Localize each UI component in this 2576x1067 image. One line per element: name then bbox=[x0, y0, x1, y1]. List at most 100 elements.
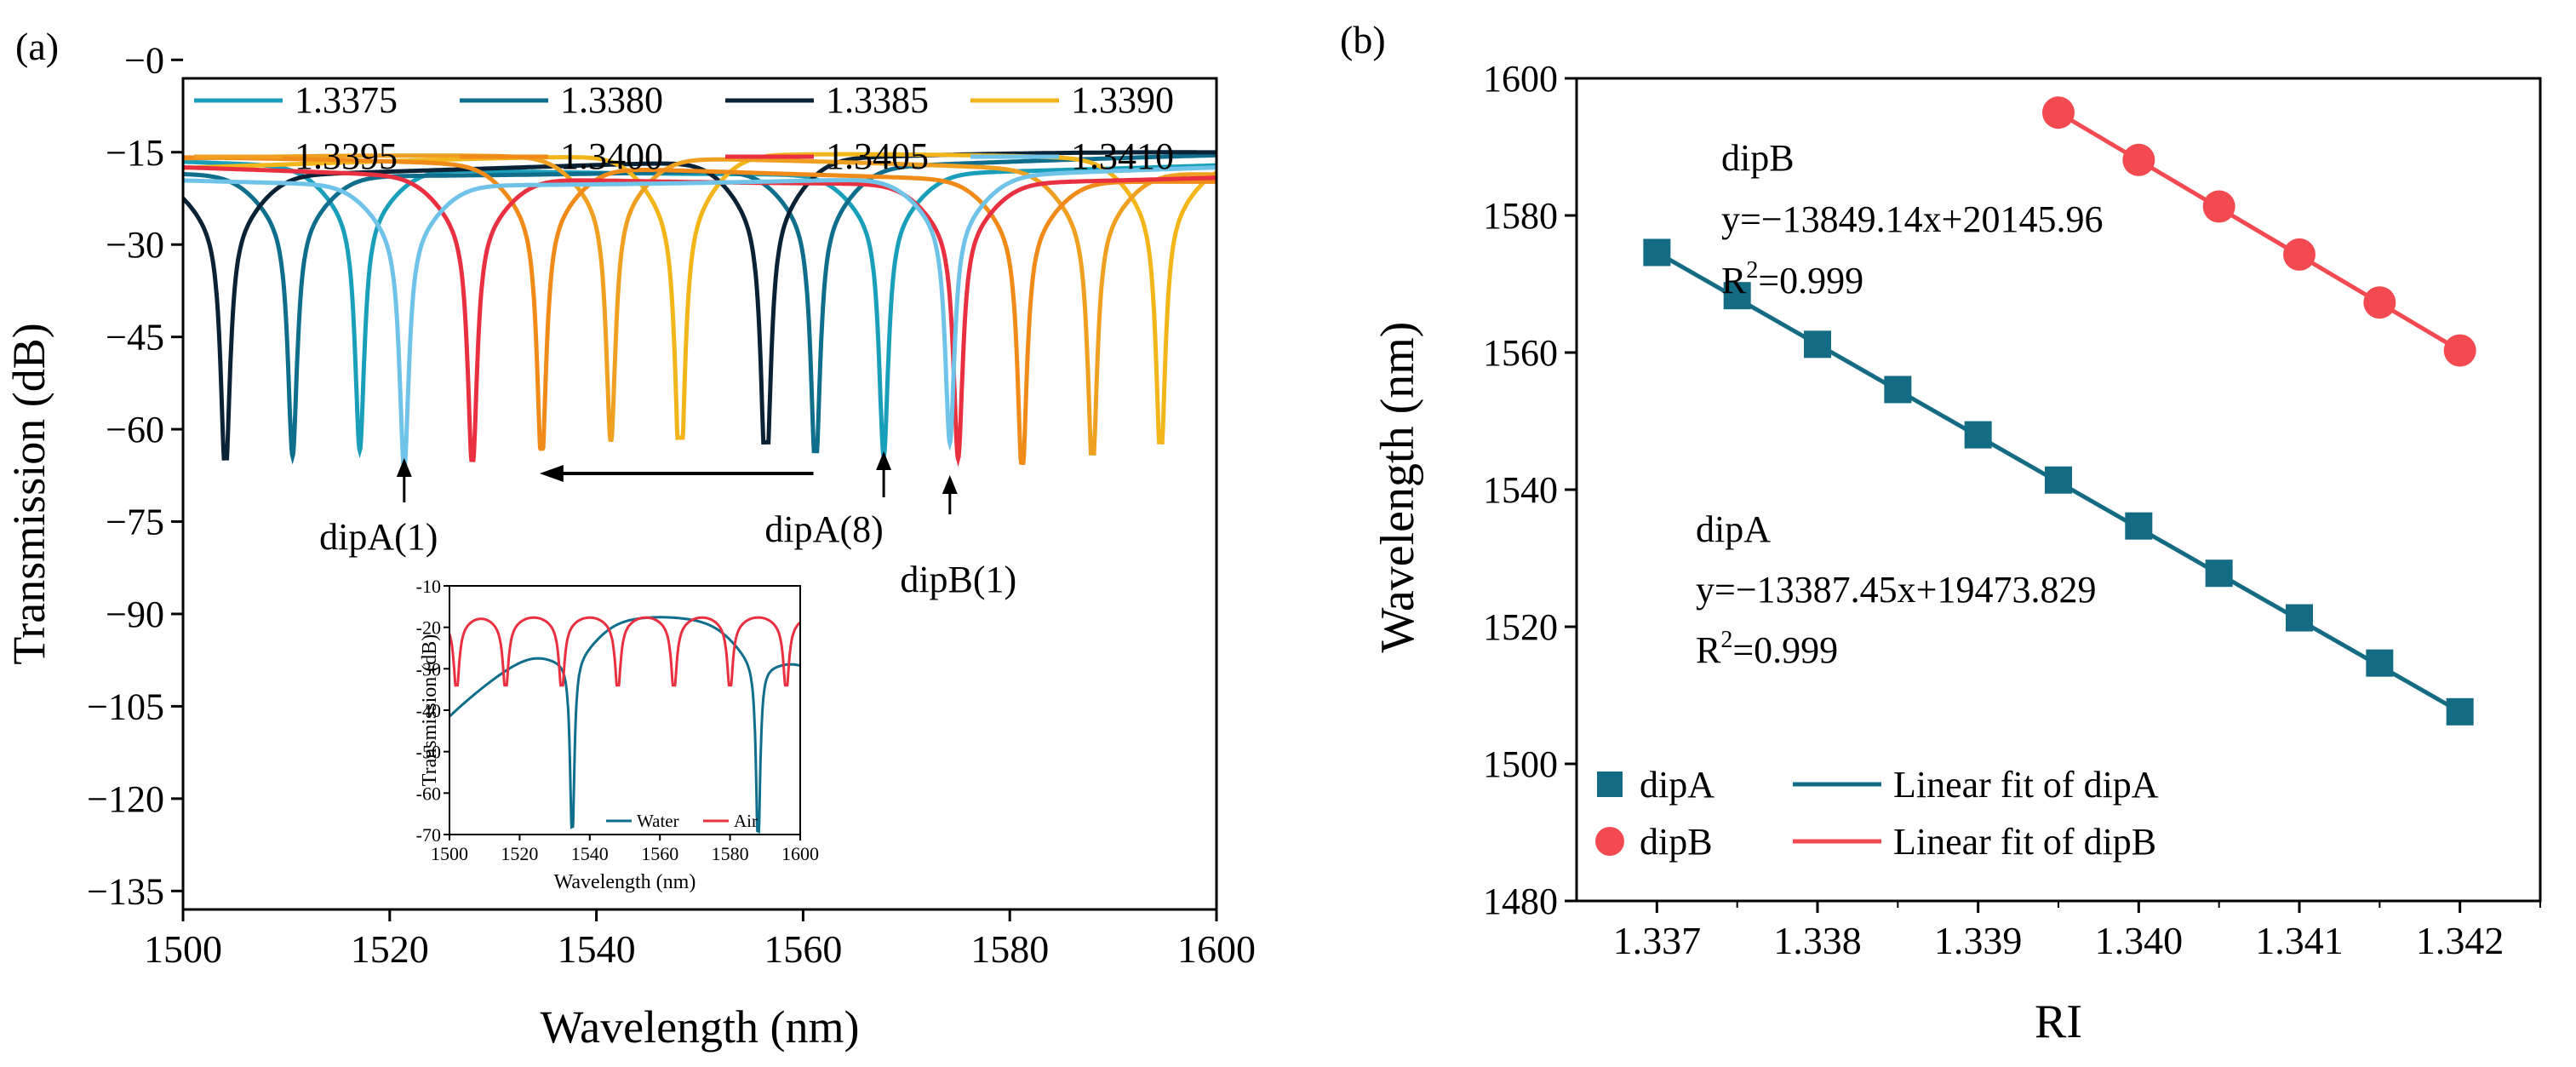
a-ytick-label: −0 bbox=[124, 39, 164, 81]
dipA-point bbox=[1804, 330, 1831, 359]
dipA8-arrowhead bbox=[876, 451, 892, 470]
dipB-r2-value: =0.999 bbox=[1758, 260, 1863, 301]
b-xtick-label: 1.337 bbox=[1613, 919, 1702, 962]
a-legend-label: 1.3395 bbox=[295, 135, 398, 177]
a-legend-label: 1.3405 bbox=[826, 135, 929, 177]
dipA-point bbox=[2125, 512, 2153, 540]
inset-xtick-label: 1500 bbox=[431, 843, 468, 864]
a-legend-label: 1.3385 bbox=[826, 79, 929, 121]
inset-xtick-label: 1520 bbox=[501, 843, 538, 864]
b-ytick-label: 1480 bbox=[1483, 881, 1558, 922]
inset-series-air bbox=[448, 616, 802, 687]
dipA-eq-name: dipA bbox=[1696, 508, 1771, 550]
dipB-point bbox=[2363, 286, 2396, 319]
inset-ytick-label: -30 bbox=[416, 658, 441, 680]
a-y-axis: −0 −15 −30 −45 −60 −75 −90 −105 −120 −135 bbox=[87, 39, 183, 912]
a-ytick-label: −135 bbox=[87, 870, 164, 912]
b-xtick-label: 1.339 bbox=[1934, 919, 2023, 962]
dipB1-label: dipB(1) bbox=[900, 559, 1016, 600]
inset-xtick-label: 1560 bbox=[641, 843, 678, 864]
b-xtick-label: 1.338 bbox=[1773, 919, 1862, 962]
dipA-eq-formula: y=−13387.45x+19473.829 bbox=[1696, 569, 2096, 611]
a-ytick-label: −120 bbox=[87, 778, 164, 820]
inset-ytick-label: -20 bbox=[416, 617, 441, 639]
a-series-1-3390 bbox=[183, 152, 1218, 445]
a-ytick-label: −15 bbox=[106, 132, 164, 174]
dipB-point bbox=[2202, 190, 2235, 223]
dipB-point bbox=[2042, 96, 2075, 129]
a-ytick-label: −90 bbox=[106, 594, 164, 635]
a-xtick-label: 1500 bbox=[144, 927, 222, 971]
inset-ytick-label: -40 bbox=[416, 700, 441, 721]
inset-y-axis-title: Transmission (dB) bbox=[419, 634, 441, 786]
b-x-axis: 1.337 1.338 1.339 1.340 1.341 1.342 bbox=[1613, 901, 2541, 962]
dipA-point bbox=[2205, 559, 2233, 588]
dipA-point bbox=[2286, 604, 2313, 632]
a-series-1-3410 bbox=[183, 165, 1216, 470]
legend-dipB-marker bbox=[1595, 827, 1624, 856]
inset-ytick-label: -70 bbox=[416, 824, 441, 846]
a-x-axis: 1500 1520 1540 1560 1580 1600 bbox=[144, 909, 1256, 971]
panel-a: (a) 1500 1520 1540 1560 1580 1600 −0 −15 −30 −45… bbox=[3, 25, 1256, 1053]
dipB1-arrowhead bbox=[942, 475, 958, 494]
dipA1-arrowhead bbox=[396, 458, 412, 477]
inset-x-axis-title: Wavelength (nm) bbox=[554, 871, 696, 893]
dipB-point bbox=[2122, 143, 2155, 176]
a-plot-frame bbox=[181, 77, 1218, 911]
panel-b: (b) 1.337 1.338 1.339 1.340 1.341 1.342 14801… bbox=[1340, 18, 2542, 1048]
a-xtick-label: 1520 bbox=[351, 927, 429, 971]
dipA-point bbox=[2366, 649, 2394, 677]
a-ytick-label: −105 bbox=[87, 686, 164, 727]
inset-ytick-label: -50 bbox=[416, 742, 441, 763]
a-xtick-label: 1560 bbox=[764, 927, 842, 971]
legend-dipA-marker bbox=[1597, 772, 1623, 797]
a-ytick-label: −60 bbox=[106, 409, 164, 450]
a-legend-label: 1.3410 bbox=[1071, 135, 1174, 177]
a-xtick-label: 1580 bbox=[970, 927, 1049, 971]
b-ytick-label: 1540 bbox=[1483, 469, 1558, 511]
inset-xtick-label: 1600 bbox=[781, 843, 819, 864]
a-curve-group bbox=[181, 150, 1218, 470]
inset-ytick-label: -60 bbox=[416, 783, 441, 804]
b-points bbox=[1643, 96, 2476, 726]
b-y-axis-title: Wavelength (nm) bbox=[1371, 322, 1424, 653]
b-legend: dipA Linear fit of dipA dipB Linear fit … bbox=[1595, 764, 2159, 863]
b-ytick-label: 1520 bbox=[1483, 606, 1558, 648]
a-series-1-3400 bbox=[183, 155, 1216, 465]
legend-dipA-label: dipA bbox=[1640, 764, 1714, 806]
dipA1-label: dipA(1) bbox=[319, 516, 438, 558]
a-ytick-label: −45 bbox=[106, 317, 164, 359]
a-series-1-3395 bbox=[183, 153, 1216, 456]
inset-legend: Water Air bbox=[606, 811, 758, 831]
inset-y-axis: -10 -20 -30 -40 -50 -60 -70 bbox=[416, 576, 449, 846]
fit-line-dipB bbox=[2057, 111, 2461, 353]
b-xtick-label: 1.340 bbox=[2095, 919, 2184, 962]
dipA-point bbox=[2045, 466, 2072, 494]
inset-x-axis: 1500 1520 1540 1560 1580 1600 bbox=[431, 835, 819, 864]
dipA-point bbox=[1643, 238, 1671, 267]
b-y-axis: 1480 1500 1520 1540 1560 1580 1600 bbox=[1483, 58, 1577, 922]
b-ytick-label: 1580 bbox=[1483, 195, 1558, 237]
dipB-eq-formula: y=−13849.14x+20145.96 bbox=[1721, 198, 2103, 240]
dipB-r2-prefix: R bbox=[1721, 260, 1747, 301]
inset-xtick-label: 1540 bbox=[571, 843, 609, 864]
b-ytick-label: 1500 bbox=[1483, 743, 1558, 785]
a-legend: 1.3375 1.3380 1.3385 1.3390 1.3395 1.3400 1.34… bbox=[194, 79, 1174, 177]
a-x-axis-title: Wavelength (nm) bbox=[540, 1001, 859, 1053]
a-ytick-label: −30 bbox=[106, 224, 164, 266]
dipB-point bbox=[2283, 238, 2316, 271]
legend-dipB-label: dipB bbox=[1640, 821, 1713, 863]
dipA-point bbox=[1723, 282, 1751, 310]
a-ytick-label: −75 bbox=[106, 502, 164, 543]
inset: 1500 1520 1540 1560 1580 1600 -10 -20 -30 -40 -50… bbox=[351, 576, 827, 893]
a-legend-label: 1.3400 bbox=[560, 135, 663, 177]
b-xtick-label: 1.342 bbox=[2416, 919, 2504, 962]
dipB-r2-sup: 2 bbox=[1746, 257, 1758, 284]
inset-legend-label: Air bbox=[734, 811, 758, 831]
b-x-axis-title: RI bbox=[2035, 995, 2082, 1048]
b-ytick-label: 1600 bbox=[1483, 58, 1558, 100]
a-legend-label: 1.3375 bbox=[295, 79, 398, 121]
inset-legend-label: Water bbox=[637, 811, 679, 831]
legend-fitB-label: Linear fit of dipB bbox=[1893, 821, 2156, 863]
